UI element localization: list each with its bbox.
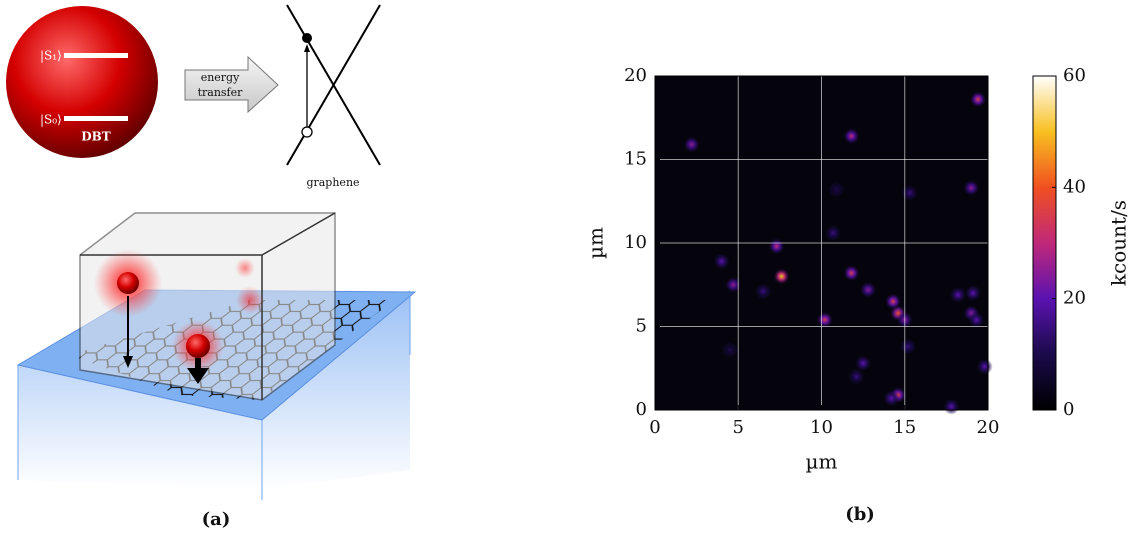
- electron: [302, 33, 312, 43]
- emitter-spot: [843, 128, 859, 144]
- x-axis-label: µm: [806, 450, 838, 474]
- ket-label: |S₁⟩: [40, 49, 62, 63]
- emitter-spot: [755, 283, 771, 299]
- emitter: [117, 272, 139, 294]
- colorbar-label: kcount/s: [1107, 200, 1131, 286]
- emitter-spot: [722, 342, 738, 358]
- y-tick-label: 0: [636, 399, 647, 420]
- x-tick-label: 20: [977, 417, 1000, 438]
- level-s1: [64, 53, 128, 58]
- molecule-label: DBT: [81, 130, 111, 144]
- colorbar: [1033, 76, 1056, 410]
- emitter-spot: [769, 238, 785, 254]
- emitter-spot: [970, 91, 986, 107]
- emitter-spot: [843, 265, 859, 281]
- caption: (a): [202, 509, 231, 530]
- x-tick-label: 15: [893, 417, 916, 438]
- colorbar-tick-label: 0: [1063, 399, 1074, 420]
- emitter-spot: [817, 312, 833, 328]
- emitter-spot: [848, 369, 864, 385]
- x-tick-label: 10: [810, 417, 833, 438]
- y-tick-label: 20: [624, 65, 647, 86]
- ket-label: |S₀⟩: [40, 113, 62, 127]
- arrow-label: transfer: [198, 86, 244, 99]
- arrow-label: energy: [201, 71, 240, 84]
- emitter-spot: [965, 285, 981, 301]
- emitter-spot: [860, 282, 876, 298]
- emitter-spot: [828, 182, 844, 198]
- emitter-spot: [714, 253, 730, 269]
- caption: (b): [845, 504, 875, 525]
- emitter-spot: [883, 390, 899, 406]
- y-axis-label: µm: [584, 227, 608, 259]
- emitter-spot: [825, 225, 841, 241]
- emitter-spot: [963, 180, 979, 196]
- y-tick-label: 5: [636, 316, 647, 337]
- emitter-spot: [968, 312, 984, 328]
- emitter-spot: [977, 359, 993, 375]
- excitation-arrow-head: [304, 44, 310, 52]
- level-s0: [64, 116, 128, 121]
- colorbar-tick-label: 40: [1063, 176, 1086, 197]
- emitter-spot: [774, 268, 790, 284]
- graphene-label: graphene: [306, 176, 359, 189]
- emitter-glow: [236, 286, 264, 314]
- x-tick-label: 0: [649, 417, 660, 438]
- x-tick-label: 5: [733, 417, 744, 438]
- emitter-spot: [902, 185, 918, 201]
- emitter-spot: [900, 339, 916, 355]
- transfer-arrow: [185, 57, 278, 112]
- emitter: [186, 334, 210, 358]
- panel-a: |S₁⟩ |S₀⟩ DBT energy transfer graphene (: [6, 5, 415, 530]
- colorbar-tick-label: 20: [1063, 288, 1086, 309]
- emitter-spot: [684, 136, 700, 152]
- hole: [302, 127, 312, 137]
- figure: |S₁⟩ |S₀⟩ DBT energy transfer graphene (: [0, 0, 1137, 536]
- y-tick-label: 10: [624, 232, 647, 253]
- emitter-spot: [950, 287, 966, 303]
- emitter-glow: [235, 258, 255, 278]
- colorbar-tick-label: 60: [1063, 65, 1086, 86]
- y-tick-label: 15: [624, 149, 647, 170]
- emitter-spot: [725, 277, 741, 293]
- emitter-spot: [943, 399, 959, 415]
